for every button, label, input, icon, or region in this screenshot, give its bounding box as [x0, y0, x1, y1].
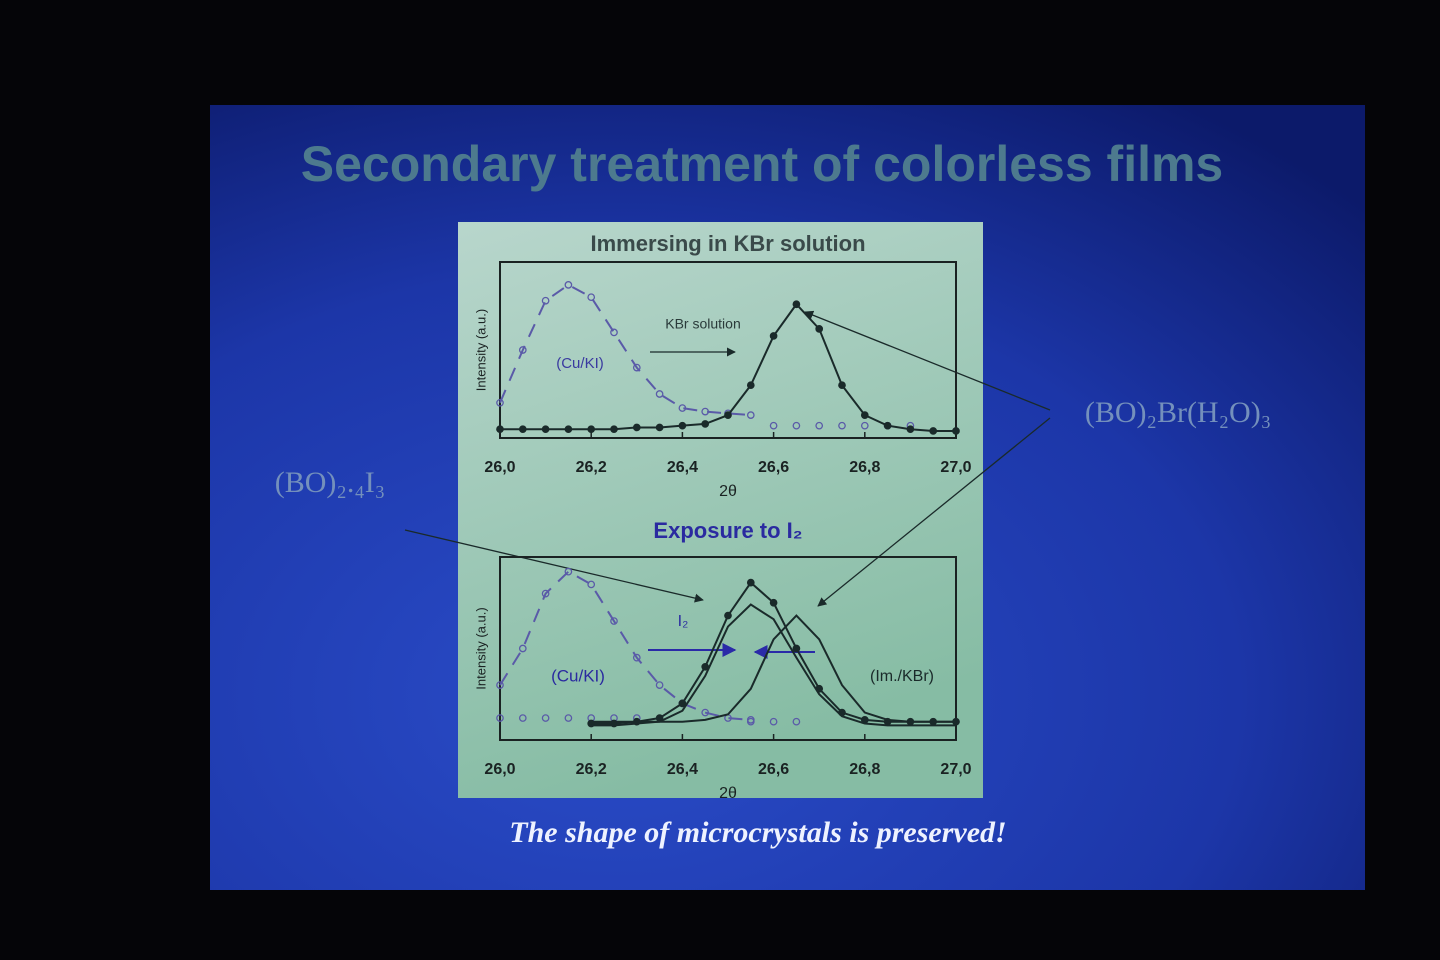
x-tick-label: 26,6	[758, 459, 789, 476]
annotation: (Cu/KI)	[556, 355, 604, 372]
x-tick-label: 26,8	[849, 761, 880, 778]
data-point	[518, 714, 527, 722]
data-point	[587, 425, 596, 434]
left-label: (BO)₂.₄I₃	[275, 466, 386, 499]
chart-title: Exposure to I₂	[653, 518, 802, 543]
annotation: (Cu/KI)	[551, 666, 605, 685]
data-point	[838, 421, 846, 430]
arrows	[404, 310, 1051, 659]
data-point	[724, 411, 732, 419]
data-point	[792, 421, 801, 430]
data-point	[518, 425, 527, 434]
data-point	[860, 421, 869, 430]
data-point	[746, 381, 755, 390]
chart-panel	[458, 222, 983, 798]
data-point	[746, 717, 755, 726]
annotation: I₂	[678, 613, 689, 630]
chart-title: Immersing in KBr solution	[590, 231, 865, 256]
series-line	[591, 614, 956, 723]
data-point	[655, 423, 664, 432]
data-point	[541, 425, 550, 434]
data-point	[701, 708, 710, 717]
x-tick-label: 26,2	[576, 761, 607, 778]
annotation: KBr solution	[665, 316, 740, 332]
x-tick-label: 26,2	[576, 459, 607, 476]
annotation: (Im./KBr)	[870, 668, 934, 685]
data-point	[655, 390, 664, 398]
series-line	[499, 570, 751, 721]
data-point	[541, 589, 550, 598]
arrow	[804, 310, 1051, 411]
data-point	[632, 423, 641, 432]
data-point	[678, 404, 687, 412]
data-point	[815, 421, 824, 430]
data-point	[769, 717, 778, 726]
arrow	[817, 417, 1051, 607]
x-tick-label: 26,4	[667, 761, 698, 778]
data-point	[952, 427, 960, 435]
data-point	[632, 653, 641, 662]
data-point	[610, 425, 618, 434]
data-point	[746, 578, 755, 587]
y-axis-label: Intensity (a.u.)	[473, 309, 488, 391]
data-point	[769, 421, 778, 430]
data-point	[496, 425, 504, 434]
data-point	[564, 425, 573, 434]
data-point	[769, 598, 778, 607]
data-point	[746, 411, 755, 419]
data-point	[564, 281, 573, 289]
slide-title: Secondary treatment of colorless films	[301, 136, 1224, 192]
data-point	[769, 332, 778, 340]
caption: The shape of microcrystals is preserved!	[509, 816, 1006, 849]
data-point	[906, 425, 915, 434]
data-point	[496, 681, 504, 689]
data-point	[564, 714, 573, 722]
x-tick-label: 27,0	[940, 761, 971, 778]
data-point	[610, 617, 618, 625]
data-point	[883, 421, 892, 430]
data-point	[792, 300, 801, 309]
right-label: (BO)₂Br(H₂O)₃	[1085, 396, 1271, 429]
data-point	[496, 714, 504, 722]
data-point	[701, 420, 710, 428]
data-point	[632, 363, 641, 372]
data-point	[678, 699, 687, 708]
data-point	[518, 644, 527, 653]
data-point	[815, 325, 824, 333]
x-axis-label: 2θ	[719, 483, 737, 500]
data-point	[838, 381, 846, 390]
data-point	[541, 296, 550, 305]
x-tick-label: 26,6	[758, 761, 789, 778]
data-point	[564, 567, 573, 576]
data-point	[610, 328, 618, 337]
data-point	[701, 407, 710, 416]
x-tick-label: 26,0	[484, 459, 515, 476]
x-tick-label: 26,4	[667, 459, 698, 476]
data-point	[655, 681, 664, 689]
x-tick-label: 26,0	[484, 761, 515, 778]
x-axis-label: 2θ	[719, 785, 737, 802]
data-point	[724, 611, 732, 620]
data-point	[860, 411, 869, 419]
data-point	[496, 398, 504, 407]
data-point	[587, 293, 596, 302]
data-point	[678, 421, 687, 430]
data-point	[587, 580, 596, 589]
data-point	[541, 714, 550, 722]
data-point	[518, 346, 527, 354]
plot-frame	[499, 261, 957, 439]
x-tick-label: 26,8	[849, 459, 880, 476]
data-point	[792, 717, 801, 726]
plot-frame	[499, 556, 957, 741]
data-point	[792, 644, 801, 653]
y-axis-label: Intensity (a.u.)	[473, 607, 488, 689]
arrow	[404, 529, 704, 603]
x-tick-label: 27,0	[940, 459, 971, 476]
data-point	[929, 427, 938, 435]
